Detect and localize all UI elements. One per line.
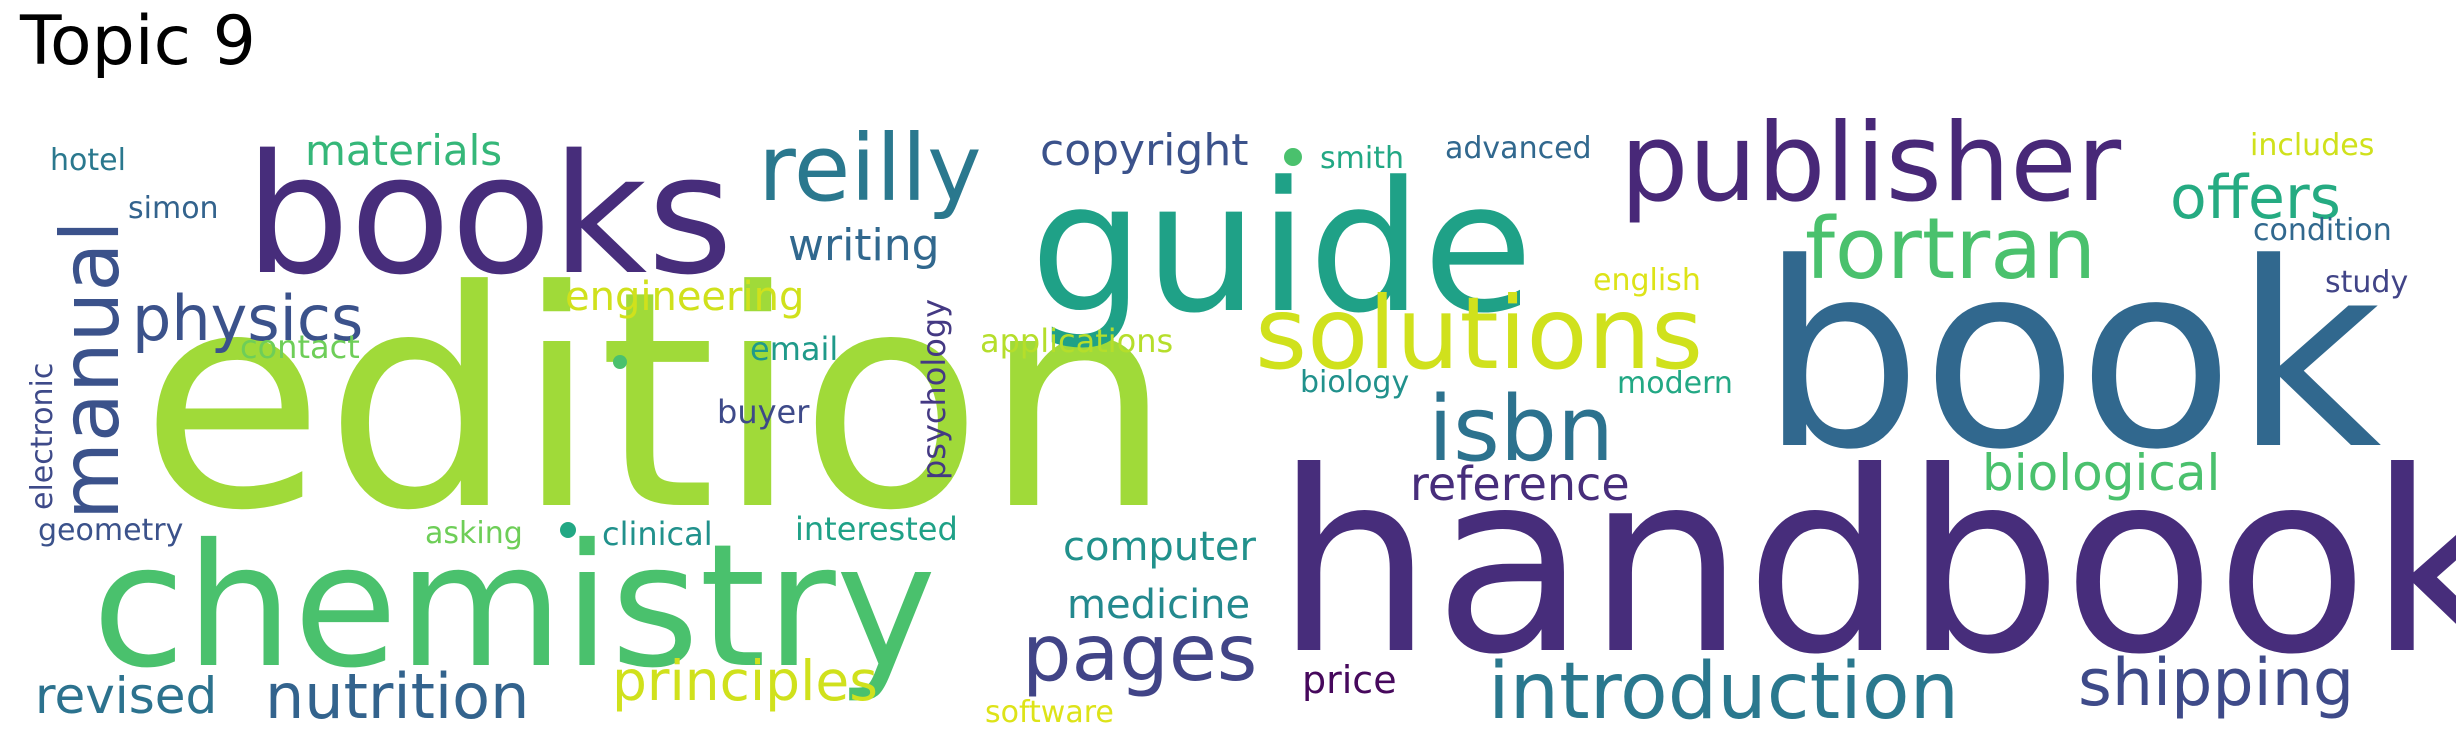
word-physics: physics: [132, 282, 363, 355]
word-copyright: copyright: [1040, 125, 1248, 176]
word-simon: simon: [128, 191, 219, 226]
word-reilly: reilly: [758, 115, 982, 222]
word-price: price: [1302, 658, 1397, 702]
word-email: email: [750, 330, 838, 368]
word-revised: revised: [35, 667, 217, 725]
word-principles: principles: [612, 649, 878, 713]
word-advanced: advanced: [1445, 131, 1592, 166]
word-solutions: solutions: [1255, 275, 1703, 392]
word-hotel: hotel: [50, 143, 126, 178]
word-manual: manual: [44, 220, 137, 520]
word-offers: offers: [2170, 163, 2341, 233]
word-book: book: [1760, 209, 2382, 506]
word-interested: interested: [795, 510, 958, 548]
word-buyer: buyer: [717, 393, 810, 431]
word-biology: biology: [1300, 365, 1409, 400]
word-publisher: publisher: [1620, 101, 2122, 226]
word-edition: edition: [140, 227, 1173, 576]
word-books: books: [245, 119, 733, 311]
word-engineering: engineering: [565, 274, 804, 320]
cloud-dot: [1284, 148, 1302, 166]
word-smith: smith: [1320, 141, 1404, 176]
word-introduction: introduction: [1488, 647, 1959, 737]
word-nutrition: nutrition: [265, 660, 529, 733]
word-pages: pages: [1022, 609, 1257, 699]
cloud-dot: [560, 522, 576, 538]
word-applications: applications: [980, 322, 1173, 360]
word-isbn: isbn: [1428, 377, 1614, 482]
word-shipping: shipping: [2078, 646, 2354, 721]
word-fortran: fortran: [1805, 200, 2096, 299]
word-electronic: electronic: [25, 363, 60, 510]
word-medicine: medicine: [1067, 582, 1250, 628]
word-biological: biological: [1982, 444, 2220, 502]
word-contact: contact: [240, 328, 360, 366]
word-geometry: geometry: [38, 513, 183, 548]
word-handbook: handbook: [1275, 418, 2456, 709]
word-writing: writing: [788, 220, 940, 271]
word-clinical: clinical: [602, 515, 713, 553]
page-title: Topic 9: [20, 2, 256, 81]
word-modern: modern: [1617, 366, 1733, 401]
word-reference: reference: [1410, 457, 1630, 511]
word-asking: asking: [425, 516, 523, 551]
word-chemistry: chemistry: [92, 508, 936, 706]
cloud-dot: [613, 355, 627, 369]
word-software: software: [985, 695, 1114, 730]
word-materials: materials: [305, 126, 502, 175]
word-guide: guide: [1030, 144, 1533, 353]
word-psychology: psychology: [915, 299, 953, 480]
word-english: english: [1593, 263, 1701, 298]
word-computer: computer: [1063, 524, 1256, 570]
word-includes: includes: [2250, 128, 2374, 163]
word-condition: condition: [2253, 213, 2392, 248]
word-study: study: [2325, 265, 2408, 300]
